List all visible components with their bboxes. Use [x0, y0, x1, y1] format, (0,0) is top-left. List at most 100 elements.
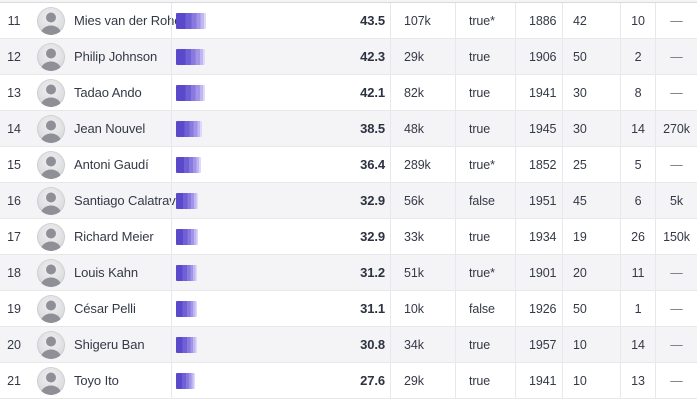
architect-name: Louis Kahn: [74, 265, 139, 280]
volume-cell: 29k: [390, 39, 455, 74]
table-row[interactable]: 18 Louis Kahn 31.2 51k true* 1901 20: [0, 255, 697, 291]
flag-cell: false: [455, 291, 515, 326]
volume-cell: 34k: [390, 327, 455, 362]
year-cell: 1957: [515, 327, 562, 362]
volume-cell: 48k: [390, 111, 455, 146]
table-row[interactable]: 14 Jean Nouvel 38.5 48k true 1945 30: [0, 111, 697, 147]
table-row[interactable]: 19 César Pelli 31.1 10k false 1926 50: [0, 291, 697, 327]
avatar: [37, 258, 65, 287]
year-cell: 1941: [515, 75, 562, 110]
score-cell: 30.8: [171, 327, 390, 362]
architect-cell: Antoni Gaudí: [28, 147, 171, 182]
table-row[interactable]: 11 Mies van der Rohe 43.5 107k true* 188…: [0, 3, 697, 39]
rank-cell: 11: [0, 3, 28, 38]
year-cell: 1951: [515, 183, 562, 218]
year-cell: 1941: [515, 363, 562, 398]
table-row[interactable]: 16 Santiago Calatrava 32.9 56k false 195…: [0, 183, 697, 219]
avatar: [37, 78, 65, 107]
score-value: 31.2: [360, 265, 385, 280]
avatar: [37, 114, 65, 143]
year-cell: 1852: [515, 147, 562, 182]
rank-value: 14: [7, 121, 21, 136]
architect-cell: Louis Kahn: [28, 255, 171, 290]
rank-value: 16: [7, 193, 21, 208]
count-b-cell: 6: [620, 183, 655, 218]
avatar: [37, 6, 65, 35]
year-cell: 1934: [515, 219, 562, 254]
volume-cell: 29k: [390, 363, 455, 398]
extra-cell: —: [655, 3, 697, 38]
table-row[interactable]: 15 Antoni Gaudí 36.4 289k true* 1852 25: [0, 147, 697, 183]
year-cell: 1901: [515, 255, 562, 290]
rank-cell: 19: [0, 291, 28, 326]
extra-cell: —: [655, 147, 697, 182]
score-value: 32.9: [360, 193, 385, 208]
table-top-divider: [0, 0, 697, 3]
score-bar: [176, 228, 199, 245]
table-row[interactable]: 20 Shigeru Ban 30.8 34k true 1957 10: [0, 327, 697, 363]
rank-value: 18: [7, 265, 21, 280]
avatar: [37, 366, 65, 395]
count-a-cell: 30: [562, 75, 620, 110]
extra-cell: —: [655, 75, 697, 110]
rank-cell: 13: [0, 75, 28, 110]
score-bar: [176, 336, 197, 353]
flag-cell: true*: [455, 147, 515, 182]
count-a-cell: 25: [562, 147, 620, 182]
architect-cell: Mies van der Rohe: [28, 3, 182, 38]
architect-name: Santiago Calatrava: [74, 193, 183, 208]
count-a-cell: 42: [562, 3, 620, 38]
volume-cell: 107k: [390, 3, 455, 38]
count-a-cell: 10: [562, 363, 620, 398]
avatar: [37, 42, 65, 71]
flag-cell: true: [455, 363, 515, 398]
table-row[interactable]: 13 Tadao Ando 42.1 82k true 1941 30: [0, 75, 697, 111]
volume-cell: 82k: [390, 75, 455, 110]
count-b-cell: 10: [620, 3, 655, 38]
extra-cell: 270k: [655, 111, 697, 146]
architect-cell: Philip Johnson: [28, 39, 171, 74]
rank-value: 21: [7, 373, 21, 388]
flag-cell: true: [455, 327, 515, 362]
avatar: [37, 150, 65, 179]
score-bar: [176, 372, 195, 389]
volume-cell: 289k: [390, 147, 455, 182]
rank-cell: 15: [0, 147, 28, 182]
table-row[interactable]: 21 Toyo Ito 27.6 29k true 1941 10: [0, 363, 697, 399]
score-value: 27.6: [360, 373, 385, 388]
rank-value: 17: [7, 229, 21, 244]
score-cell: 38.5: [171, 111, 390, 146]
score-value: 32.9: [360, 229, 385, 244]
score-bar: [176, 156, 201, 173]
rank-cell: 20: [0, 327, 28, 362]
count-a-cell: 19: [562, 219, 620, 254]
table-row[interactable]: 17 Richard Meier 32.9 33k true 1934 19: [0, 219, 697, 255]
flag-cell: true: [455, 39, 515, 74]
table-row[interactable]: 12 Philip Johnson 42.3 29k true 1906 50: [0, 39, 697, 75]
count-b-cell: 11: [620, 255, 655, 290]
count-b-cell: 1: [620, 291, 655, 326]
score-value: 31.1: [360, 301, 385, 316]
rank-value: 20: [7, 337, 21, 352]
architect-name: César Pelli: [74, 301, 136, 316]
flag-cell: true*: [455, 3, 515, 38]
architect-cell: Jean Nouvel: [28, 111, 171, 146]
rank-value: 13: [7, 85, 21, 100]
count-a-cell: 45: [562, 183, 620, 218]
architect-name: Tadao Ando: [74, 85, 142, 100]
score-value: 30.8: [360, 337, 385, 352]
score-cell: 31.1: [171, 291, 390, 326]
year-cell: 1886: [515, 3, 562, 38]
score-value: 43.5: [360, 13, 385, 28]
score-value: 38.5: [360, 121, 385, 136]
extra-cell: 5k: [655, 183, 697, 218]
score-cell: 42.1: [171, 75, 390, 110]
architect-cell: César Pelli: [28, 291, 171, 326]
score-bar: [176, 192, 199, 209]
count-b-cell: 26: [620, 219, 655, 254]
extra-cell: —: [655, 363, 697, 398]
person-icon: [40, 12, 62, 35]
architect-name: Antoni Gaudí: [74, 157, 149, 172]
person-icon: [40, 228, 62, 251]
flag-cell: true: [455, 111, 515, 146]
